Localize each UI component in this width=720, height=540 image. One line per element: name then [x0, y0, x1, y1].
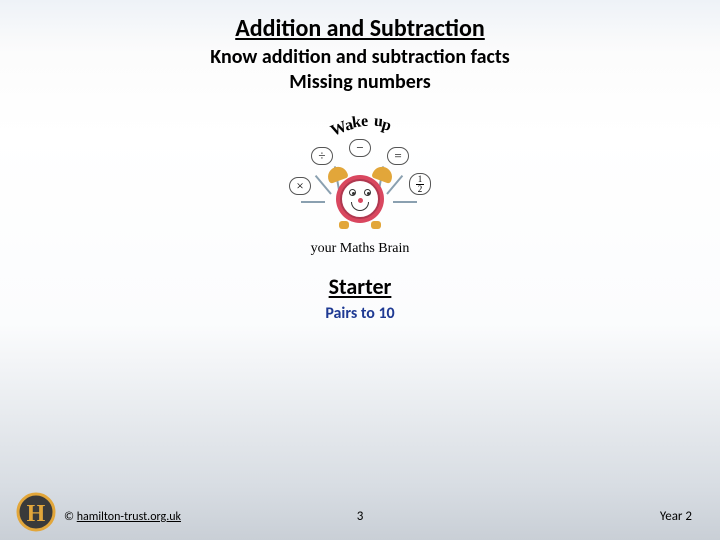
page-title: Addition and Subtraction: [0, 0, 720, 43]
copyright: © hamilton-trust.org.uk: [64, 510, 181, 524]
subtitle-line-2: Missing numbers: [289, 70, 430, 94]
mascot-container: Wake up ÷ − = × 1 2 your: [0, 113, 720, 263]
eye-icon: [349, 189, 356, 196]
wake-up-text: Wake up: [265, 113, 455, 131]
starter-text: Pairs to 10: [0, 304, 720, 323]
foot-icon: [339, 221, 349, 229]
op-minus-icon: −: [349, 139, 371, 157]
op-equals-icon: =: [387, 147, 409, 165]
smile-icon: [351, 202, 369, 211]
op-half-icon: 1 2: [409, 173, 431, 195]
mascot-arm: [393, 201, 417, 203]
copyright-symbol: ©: [64, 510, 74, 524]
page-subtitle: Know addition and subtraction facts Miss…: [0, 45, 720, 95]
year-label: Year 2: [660, 509, 692, 524]
starter-heading: Starter: [0, 273, 720, 300]
eye-icon: [364, 189, 371, 196]
page-number: 3: [357, 509, 364, 524]
op-times-icon: ×: [289, 177, 311, 195]
mascot-tagline: your Maths Brain: [265, 241, 455, 257]
copyright-link[interactable]: hamilton-trust.org.uk: [77, 510, 181, 524]
mascot-arm: [301, 201, 325, 203]
clock-face-icon: [336, 175, 384, 223]
foot-icon: [371, 221, 381, 229]
op-divide-icon: ÷: [311, 147, 333, 165]
subtitle-line-1: Know addition and subtraction facts: [210, 45, 510, 69]
mascot: Wake up ÷ − = × 1 2 your: [265, 113, 455, 263]
svg-text:H: H: [27, 501, 46, 527]
hamilton-logo-icon: H: [16, 492, 56, 532]
